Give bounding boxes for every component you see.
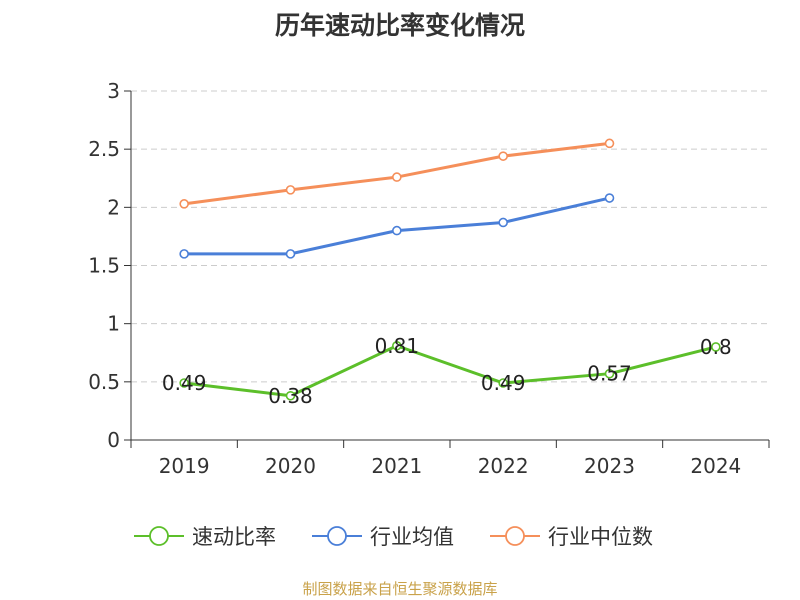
x-tick-label: 2019	[159, 454, 210, 478]
x-tick-label: 2024	[690, 454, 741, 478]
data-point	[392, 225, 402, 236]
data-point	[498, 151, 508, 161]
data-point	[392, 172, 402, 182]
data-point	[179, 199, 189, 209]
data-label: 0.49	[162, 371, 207, 395]
legend-marker	[327, 526, 347, 546]
x-tick-label: 2022	[478, 454, 529, 478]
data-labels: 0.49 0.38 0.81 0.49 0.57 0.8	[162, 334, 732, 408]
legend-label: 速动比率	[192, 525, 276, 549]
axes: 0 0.5 1 1.5 2 2.5 3 2019 2020 2021 2022 2023 2024	[88, 79, 770, 478]
data-label: 0.38	[268, 384, 313, 408]
data-point	[604, 138, 615, 149]
y-tick-label: 1	[107, 312, 120, 336]
chart-title: 历年速动比率变化情况	[274, 11, 525, 40]
gridlines	[131, 90, 769, 383]
data-point	[604, 193, 615, 203]
data-label: 0.57	[587, 362, 632, 386]
x-tick-label: 2023	[584, 454, 635, 478]
data-point	[711, 342, 721, 352]
source-note: 制图数据来自恒生聚源数据库	[302, 580, 498, 598]
y-tick-label: 2	[107, 195, 120, 219]
data-point	[498, 378, 508, 388]
y-tick-label: 0.5	[88, 370, 120, 394]
data-label: 0.8	[700, 335, 732, 359]
data-point	[179, 249, 189, 259]
legend-label: 行业均值	[370, 525, 454, 549]
data-point	[285, 249, 296, 259]
legend-marker	[505, 526, 525, 546]
x-tick-label: 2021	[371, 454, 422, 478]
y-tick-label: 2.5	[88, 137, 120, 161]
legend-marker	[149, 526, 169, 546]
data-point	[285, 185, 296, 195]
data-label: 0.49	[481, 371, 526, 395]
legend: 速动比率 行业均值 行业中位数	[134, 525, 653, 549]
legend-label: 行业中位数	[548, 525, 653, 549]
x-tick-label: 2020	[265, 454, 316, 478]
data-label: 0.81	[375, 334, 420, 358]
data-point	[285, 390, 296, 401]
y-tick-label: 0	[107, 428, 120, 452]
series	[179, 138, 721, 401]
data-point	[604, 368, 615, 379]
series-line	[183, 344, 717, 398]
data-point	[498, 217, 508, 228]
data-point	[179, 378, 189, 388]
y-tick-label: 3	[107, 79, 120, 103]
data-point	[392, 340, 402, 351]
y-tick-label: 1.5	[88, 254, 120, 278]
